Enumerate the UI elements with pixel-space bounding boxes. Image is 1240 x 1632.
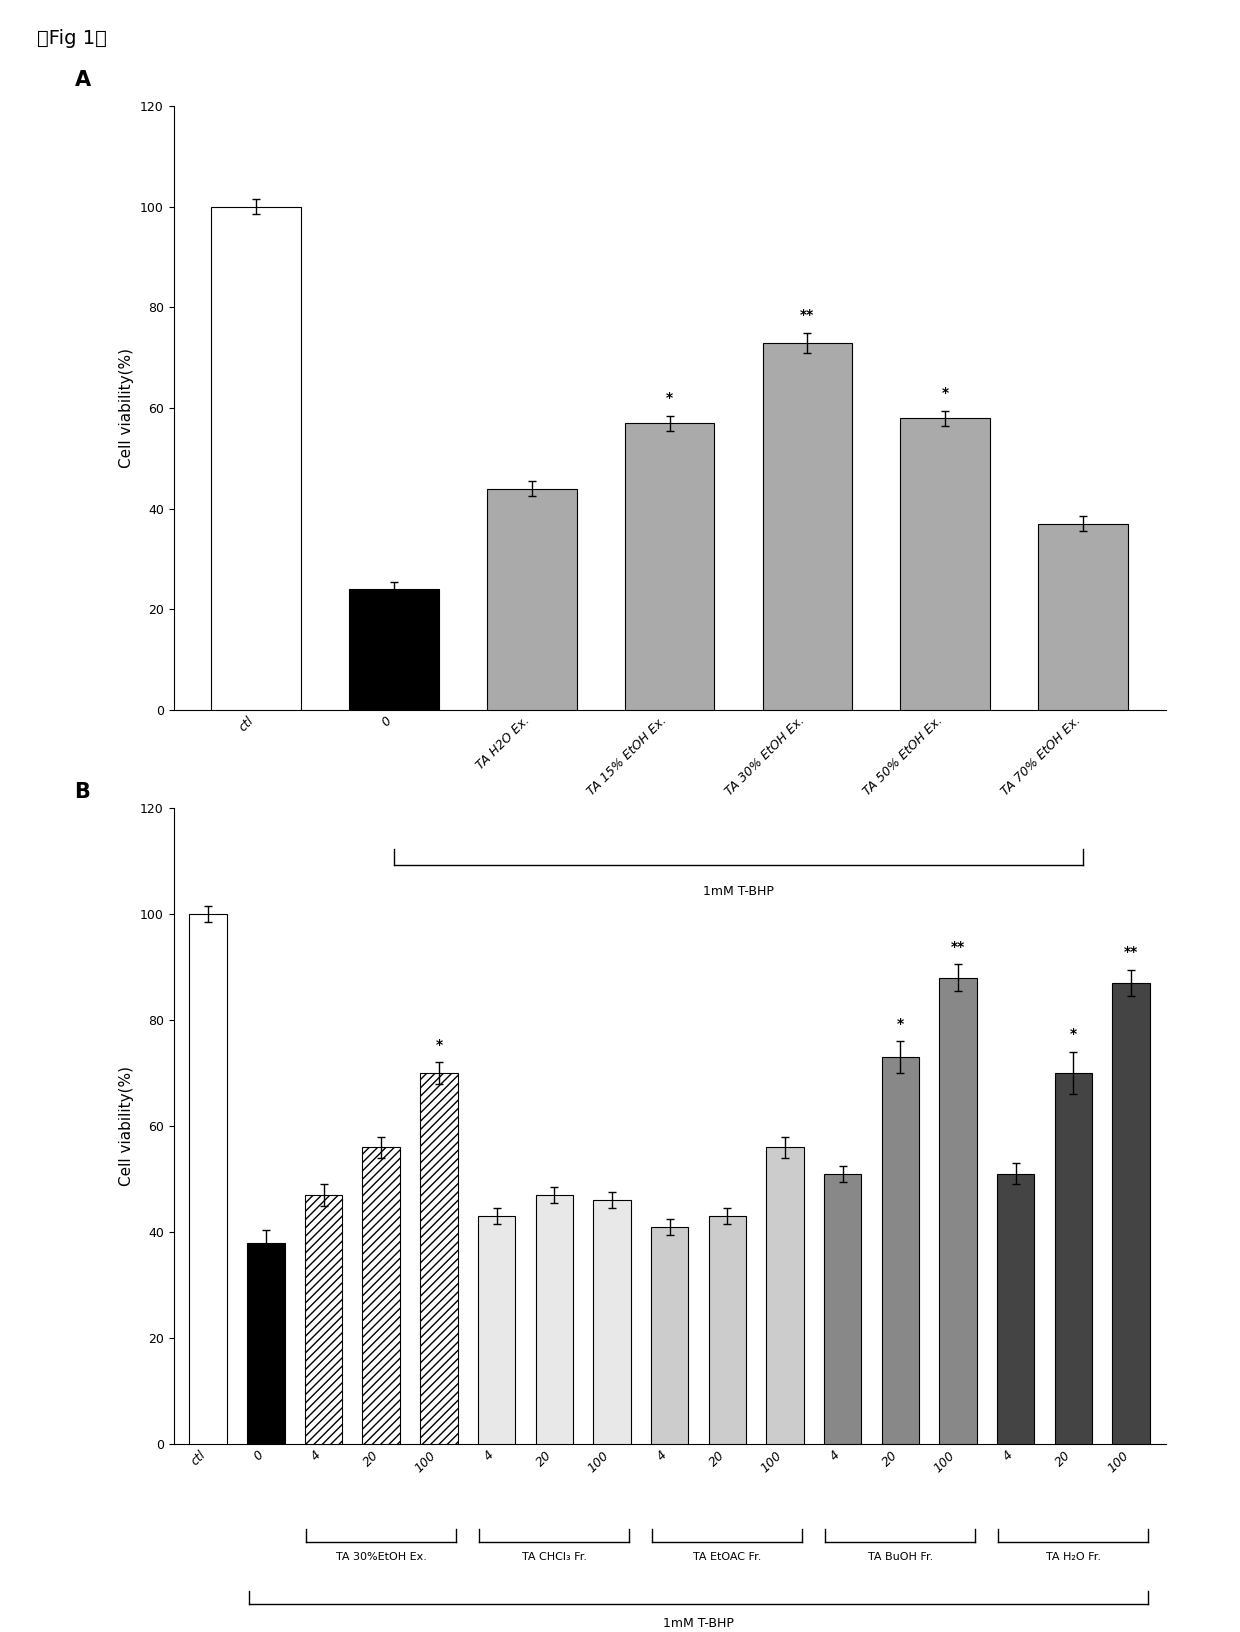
Text: **: ** <box>800 308 815 323</box>
Text: TA BuOH Fr.: TA BuOH Fr. <box>868 1552 932 1562</box>
Text: TA 30%EtOH Ex.: TA 30%EtOH Ex. <box>336 1552 427 1562</box>
Text: *: * <box>1070 1027 1076 1041</box>
Text: B: B <box>74 782 91 803</box>
Bar <box>477 1216 516 1444</box>
Bar <box>487 488 577 710</box>
Bar <box>536 1195 573 1444</box>
Text: TA EtOAC Fr.: TA EtOAC Fr. <box>693 1552 761 1562</box>
Bar <box>651 1227 688 1444</box>
Bar <box>420 1074 458 1444</box>
Bar <box>305 1195 342 1444</box>
Text: TA CHCl₃ Fr.: TA CHCl₃ Fr. <box>522 1552 587 1562</box>
Bar <box>350 589 439 710</box>
Text: **: ** <box>951 940 965 953</box>
Bar <box>212 207 301 710</box>
Text: A: A <box>74 70 91 90</box>
Bar <box>708 1216 746 1444</box>
Bar <box>766 1147 804 1444</box>
Text: *: * <box>897 1017 904 1031</box>
Y-axis label: Cell viability(%): Cell viability(%) <box>119 348 134 468</box>
Bar <box>1112 982 1149 1444</box>
Text: *: * <box>666 392 673 405</box>
Bar <box>190 914 227 1444</box>
Bar <box>593 1201 631 1444</box>
Y-axis label: Cell viability(%): Cell viability(%) <box>119 1066 134 1186</box>
Bar <box>625 423 714 710</box>
Text: 「Fig 1」: 「Fig 1」 <box>37 29 107 49</box>
Bar <box>939 978 977 1444</box>
Bar <box>1054 1074 1092 1444</box>
Bar <box>882 1058 919 1444</box>
Bar <box>900 418 990 710</box>
Text: TA H₂O Fr.: TA H₂O Fr. <box>1045 1552 1101 1562</box>
Bar <box>763 343 852 710</box>
Text: **: ** <box>1123 945 1138 960</box>
Bar <box>823 1173 862 1444</box>
Bar <box>997 1173 1034 1444</box>
Text: 1mM T-BHP: 1mM T-BHP <box>663 1617 734 1630</box>
Bar <box>362 1147 401 1444</box>
Bar <box>1038 524 1127 710</box>
Bar <box>247 1244 285 1444</box>
Text: *: * <box>941 387 949 400</box>
Text: *: * <box>435 1038 443 1051</box>
Text: 1mM T-BHP: 1mM T-BHP <box>703 885 774 898</box>
